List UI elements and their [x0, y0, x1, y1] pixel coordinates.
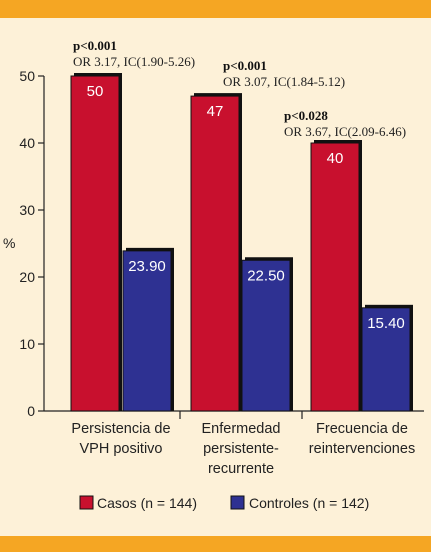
category-label: reintervenciones	[309, 441, 415, 457]
p-value: p<0.001	[223, 58, 267, 73]
category-label: Persistencia de	[71, 421, 170, 437]
bar-value-label: 15.40	[367, 315, 405, 332]
y-tick-label: 50	[19, 68, 35, 84]
bar-casos	[190, 95, 240, 412]
bar-controles	[241, 259, 291, 412]
bar-value-label: 23.90	[128, 258, 166, 275]
category-labels: Persistencia de VPH positivo Enfermedad per…	[71, 421, 415, 477]
category-label: VPH positivo	[79, 441, 162, 457]
y-tick-label: 40	[19, 135, 35, 151]
bar-value-label: 47	[207, 103, 224, 120]
y-axis-label: %	[3, 235, 15, 251]
bar-value-label: 40	[327, 150, 344, 167]
y-tick-label: 0	[27, 403, 35, 419]
bar-casos	[310, 142, 360, 412]
legend-label: Controles (n = 142)	[249, 495, 369, 511]
bar-value-label: 22.50	[247, 267, 285, 284]
p-value: p<0.028	[284, 108, 328, 123]
y-tick-label: 20	[19, 269, 35, 285]
bar-controles	[122, 250, 172, 412]
legend-swatch	[230, 495, 245, 510]
odds-ratio: OR 3.67, IC(2.09-6.46)	[284, 124, 406, 139]
bar-casos	[70, 75, 120, 412]
legend-label: Casos (n = 144)	[97, 495, 197, 511]
p-value: p<0.001	[73, 38, 117, 53]
legend: Casos (n = 144) Controles (n = 142)	[79, 495, 369, 511]
bottom-band	[0, 536, 431, 552]
category-label: persistente-	[203, 441, 279, 457]
bar-controles	[361, 307, 411, 412]
category-label: Frecuencia de	[316, 421, 408, 437]
top-band	[0, 0, 431, 18]
y-tick-label: 10	[19, 336, 35, 352]
category-label: recurrente	[208, 461, 274, 477]
legend-swatch	[79, 495, 94, 510]
y-tick-label: 30	[19, 202, 35, 218]
odds-ratio: OR 3.17, IC(1.90-5.26)	[73, 54, 195, 69]
bars: 50 47 40 23.90 22.50 15.40	[70, 73, 413, 412]
odds-ratio: OR 3.07, IC(1.84-5.12)	[223, 74, 345, 89]
bar-value-label: 50	[87, 83, 104, 100]
category-label: Enfermedad	[202, 421, 281, 437]
